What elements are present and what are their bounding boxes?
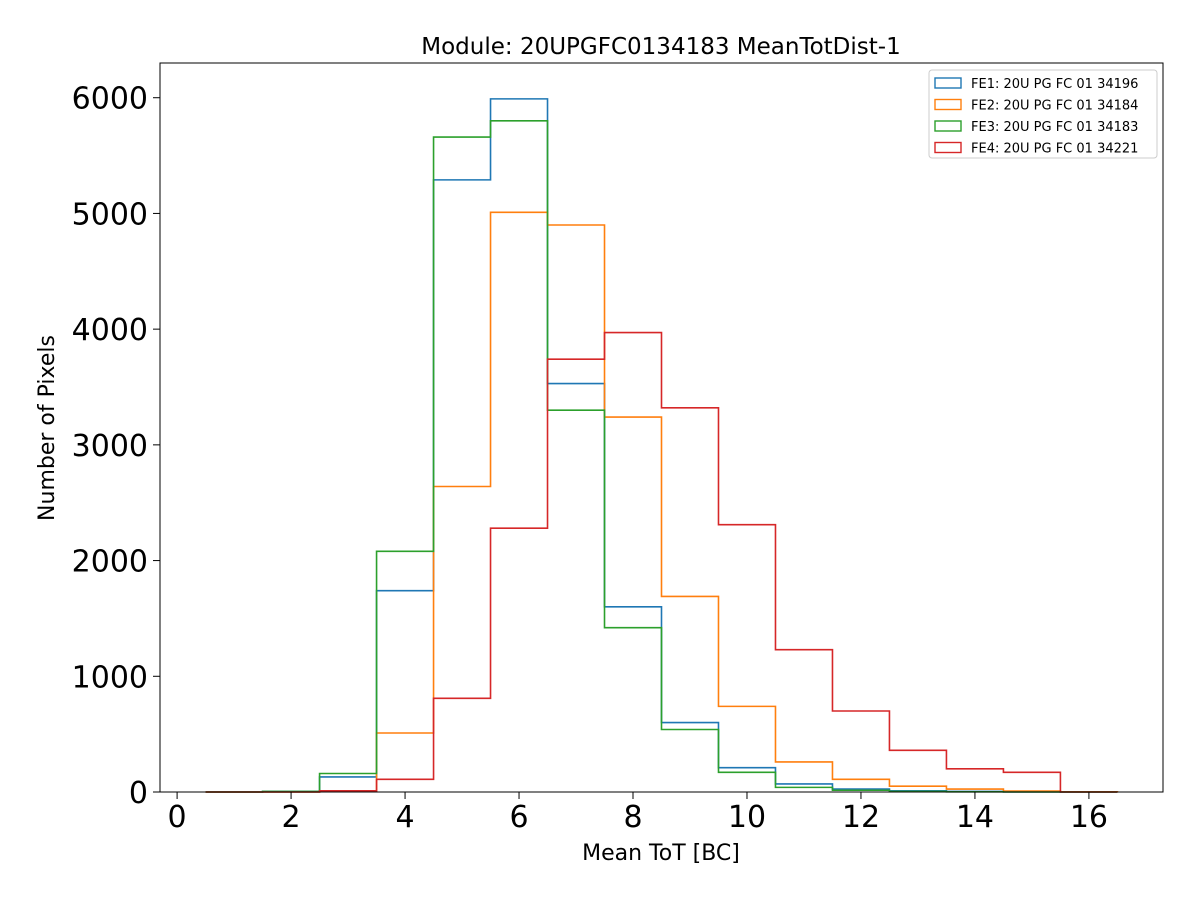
x-tick-label: 14 [956,800,994,835]
y-tick-label: 0 [129,776,148,811]
legend-label: FE1: 20U PG FC 01 34196 [971,77,1138,92]
legend-box [928,69,1158,159]
legend-swatch [934,98,962,111]
plot-area [159,62,1164,793]
x-tick-label: 6 [509,800,528,835]
y-axis-label: Number of Pixels [35,335,60,521]
series-4-step-line [205,331,1118,793]
y-tick-label: 5000 [72,197,148,232]
y-tick-label: 2000 [72,545,148,580]
series-3-step-line [205,120,1118,793]
x-tick-label: 16 [1070,800,1108,835]
x-tick-label: 0 [168,800,187,835]
x-tick-label: 8 [623,800,642,835]
legend-label: FE4: 20U PG FC 01 34221 [971,142,1138,157]
x-axis: 0 2 4 6 8 10 12 14 16 [168,792,1108,835]
legend-swatch [934,77,962,89]
y-tick-label: 4000 [72,313,148,348]
y-tick-label: 3000 [72,429,148,464]
x-tick-label: 2 [282,800,301,835]
x-tick-label: 4 [396,800,415,835]
y-tick-label: 1000 [72,660,148,695]
y-tick-label: 6000 [72,82,148,117]
legend-label: FE3: 20U PG FC 01 34183 [971,120,1138,135]
series-2-step-line [205,211,1119,793]
legend-swatch [934,141,962,154]
plot-frame [159,62,1164,793]
x-tick-label: 12 [842,800,880,835]
legend-label: FE2: 20U PG FC 01 34184 [971,99,1138,114]
legend: FE1: 20U PG FC 01 34196 FE2: 20U PG FC 01… [928,69,1158,159]
y-axis: 0 1000 2000 3000 4000 5000 6000 [72,82,160,811]
x-axis-label: Mean ToT [BC] [582,841,740,866]
x-tick-label: 10 [728,800,766,835]
chart-title: Module: 20UPGFC0134183 MeanTotDist-1 [421,34,900,60]
legend-swatch [934,120,962,132]
